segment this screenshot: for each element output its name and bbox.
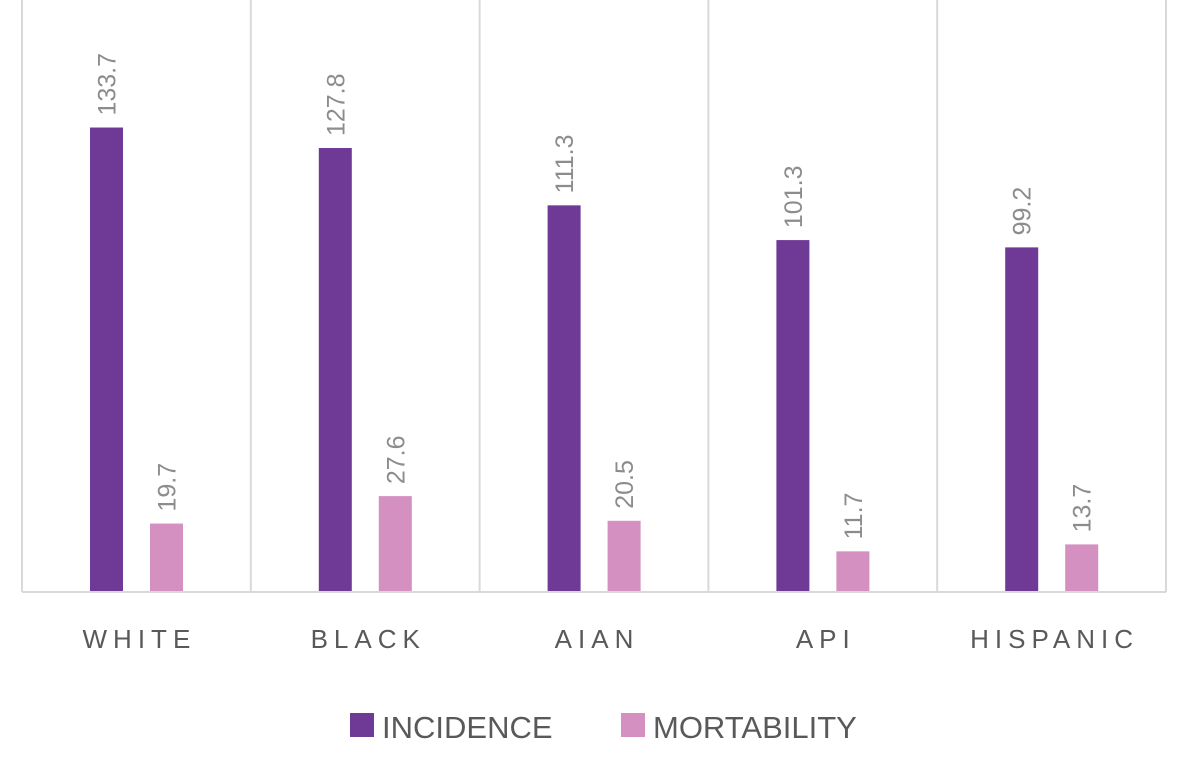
category-label: API	[796, 624, 856, 654]
data-label: 11.7	[840, 493, 868, 540]
legend-label-mortability: MORTABILITY	[653, 710, 857, 745]
bar-mortability-white	[150, 523, 183, 592]
data-label: 111.3	[551, 134, 579, 193]
data-label: 19.7	[154, 463, 182, 512]
data-label: 20.5	[611, 460, 639, 509]
bar-incidence-aian	[547, 205, 581, 592]
bar-incidence-white	[90, 127, 123, 593]
bar-mortability-black	[378, 496, 412, 592]
data-label: 27.6	[382, 435, 410, 484]
data-label: 101.3	[780, 166, 808, 229]
category-label: BLACK	[311, 624, 426, 654]
legend-label-incidence: INCIDENCE	[382, 710, 553, 745]
bar-mortability-api	[836, 551, 870, 592]
data-label: 127.8	[322, 73, 350, 136]
data-label: 99.2	[1009, 187, 1037, 236]
legend-swatch-mortability	[621, 713, 645, 737]
category-label: HISPANIC	[970, 624, 1139, 654]
bar-incidence-black	[318, 148, 352, 592]
category-label: WHITE	[83, 624, 197, 654]
legend-swatch-incidence	[350, 713, 374, 737]
bar-mortability-hispanic	[1065, 544, 1099, 592]
bar-mortability-aian	[607, 520, 641, 592]
data-label: 133.7	[94, 53, 122, 116]
category-label: AIAN	[555, 624, 640, 654]
data-label: 13.7	[1069, 484, 1097, 533]
bar-incidence-api	[776, 240, 810, 592]
bar-incidence-hispanic	[1005, 247, 1039, 592]
